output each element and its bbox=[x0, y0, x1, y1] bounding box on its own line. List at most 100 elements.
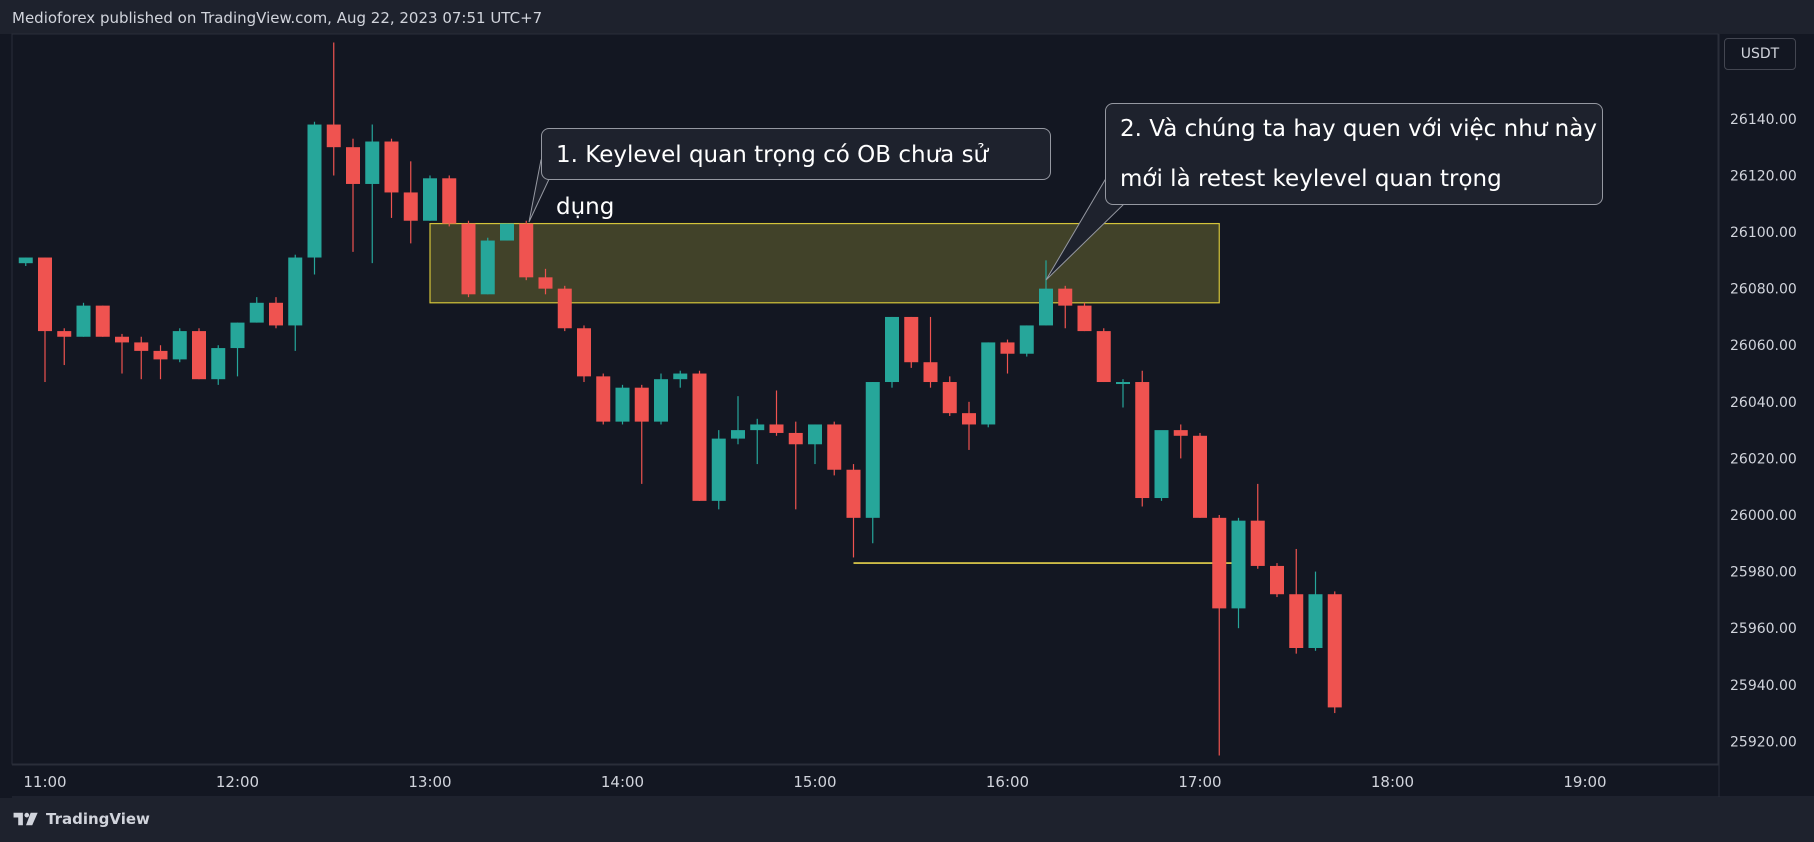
price-tick-label: 26060.00 bbox=[1730, 338, 1797, 354]
candle bbox=[827, 421, 842, 476]
price-tick-label: 26100.00 bbox=[1730, 225, 1797, 241]
candle-body bbox=[134, 342, 149, 351]
candle bbox=[577, 325, 591, 383]
candle bbox=[885, 316, 899, 388]
candle bbox=[269, 297, 283, 329]
candle-body bbox=[557, 288, 572, 329]
candle-body bbox=[923, 362, 938, 383]
candle bbox=[1308, 571, 1323, 651]
candle-body bbox=[634, 387, 649, 422]
candle-body bbox=[711, 438, 726, 501]
candle-body bbox=[500, 223, 514, 241]
candle-body bbox=[788, 432, 803, 445]
candle bbox=[500, 223, 514, 241]
candle-body bbox=[1077, 305, 1092, 332]
candle bbox=[134, 336, 149, 380]
candle bbox=[249, 297, 264, 323]
plot-border bbox=[11, 33, 1719, 765]
candle-body bbox=[692, 373, 707, 501]
candle bbox=[307, 121, 322, 275]
candle bbox=[18, 257, 33, 267]
candle bbox=[615, 384, 630, 425]
candle bbox=[942, 376, 957, 416]
candle bbox=[1116, 379, 1130, 408]
candle bbox=[711, 430, 726, 510]
price-tick-label: 26080.00 bbox=[1730, 282, 1797, 298]
published-info: Medioforex published on TradingView.com,… bbox=[12, 9, 543, 27]
candle-body bbox=[538, 277, 553, 289]
candle bbox=[480, 237, 495, 295]
candle bbox=[1231, 517, 1246, 629]
candle-body bbox=[577, 328, 591, 377]
time-tick-label: 15:00 bbox=[793, 773, 836, 791]
candle-body bbox=[1116, 382, 1130, 385]
price-tick-label: 25940.00 bbox=[1730, 678, 1797, 694]
tradingview-brand[interactable]: TradingView bbox=[12, 810, 150, 828]
candle-body bbox=[1193, 435, 1207, 518]
price-tick-label: 26140.00 bbox=[1730, 112, 1797, 128]
candle-body bbox=[172, 331, 187, 360]
candle bbox=[808, 424, 822, 465]
candle-body bbox=[1212, 517, 1227, 609]
candle bbox=[654, 373, 668, 425]
candle-body bbox=[76, 305, 91, 337]
candle bbox=[1212, 515, 1227, 756]
price-tick-label: 25980.00 bbox=[1730, 565, 1797, 581]
footer-bar: TradingView bbox=[0, 798, 1814, 842]
time-tick-label: 19:00 bbox=[1563, 773, 1606, 791]
candle bbox=[769, 390, 784, 436]
candle-body bbox=[211, 348, 226, 380]
candle-body bbox=[18, 257, 33, 264]
candle bbox=[692, 370, 707, 501]
candle bbox=[923, 316, 938, 388]
candle bbox=[1058, 285, 1073, 329]
candle bbox=[211, 345, 226, 385]
candle-body bbox=[1250, 520, 1265, 566]
candle-body bbox=[962, 413, 976, 425]
candle-body bbox=[326, 124, 341, 148]
candle-body bbox=[1000, 342, 1015, 354]
candle-body bbox=[230, 322, 245, 349]
annotation-callout-1: 1. Keylevel quan trọng có OB chưa sử dụn… bbox=[541, 128, 1051, 220]
candle-body bbox=[461, 223, 476, 295]
candle-body bbox=[1173, 430, 1188, 436]
footer-brand-text: TradingView bbox=[46, 810, 150, 828]
currency-button[interactable]: USDT bbox=[1724, 38, 1796, 70]
candle-body bbox=[307, 124, 322, 258]
candle-body bbox=[885, 316, 899, 383]
candle bbox=[57, 328, 72, 366]
candle-body bbox=[365, 141, 380, 184]
candle bbox=[461, 220, 476, 298]
candle bbox=[1327, 591, 1342, 714]
candle bbox=[1193, 432, 1207, 518]
candle bbox=[230, 322, 245, 377]
candle bbox=[153, 345, 168, 380]
candle-body bbox=[731, 430, 745, 439]
candle-body bbox=[269, 302, 283, 326]
candle bbox=[596, 373, 611, 425]
order-block-zone bbox=[429, 222, 1220, 304]
candle bbox=[1250, 483, 1265, 569]
candle bbox=[788, 421, 803, 510]
price-tick-label: 26120.00 bbox=[1730, 168, 1797, 184]
candle-body bbox=[1058, 288, 1073, 306]
candle-body bbox=[1019, 325, 1034, 354]
candle-body bbox=[865, 382, 880, 518]
candle-body bbox=[750, 424, 765, 431]
candle-body bbox=[153, 350, 168, 360]
time-tick-label: 12:00 bbox=[216, 773, 259, 791]
price-tick-label: 25920.00 bbox=[1730, 734, 1797, 750]
candle bbox=[1019, 325, 1034, 357]
candle bbox=[384, 138, 399, 218]
time-tick-label: 16:00 bbox=[986, 773, 1029, 791]
candle bbox=[673, 370, 688, 388]
candle bbox=[365, 124, 380, 264]
candle-body bbox=[1135, 382, 1150, 499]
annotation-callout-2: 2. Và chúng ta hay quen với việc như này… bbox=[1105, 103, 1603, 205]
candle-body bbox=[249, 302, 264, 323]
price-tick-label: 26000.00 bbox=[1730, 508, 1797, 524]
candle bbox=[288, 254, 303, 351]
candle-body bbox=[769, 424, 784, 433]
candle bbox=[846, 464, 861, 558]
